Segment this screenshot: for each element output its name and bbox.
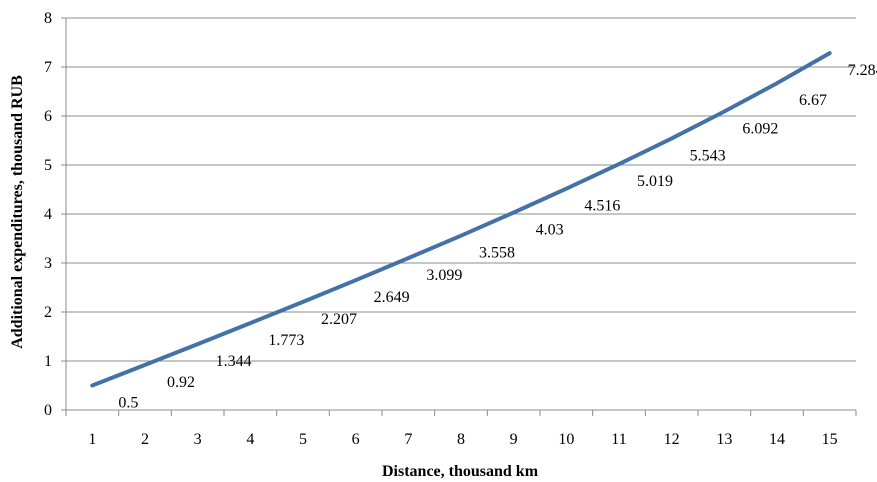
x-tick-label: 12 [664, 431, 680, 448]
series-line [90, 51, 832, 388]
x-tick-label: 15 [822, 431, 838, 448]
x-tick-label: 14 [769, 431, 785, 448]
data-label: 7.284 [848, 62, 877, 79]
x-tick-label: 4 [246, 431, 254, 448]
data-label: 3.558 [479, 245, 515, 262]
data-label: 2.207 [321, 311, 357, 328]
data-label: 1.773 [268, 332, 304, 349]
y-tick-label: 3 [44, 255, 52, 272]
x-tick-label: 7 [404, 431, 412, 448]
data-label: 4.03 [536, 222, 564, 239]
y-tick-label: 2 [44, 304, 52, 321]
data-label: 5.019 [637, 173, 673, 190]
data-label: 0.5 [118, 395, 138, 412]
x-tick-labels: 1 2 3 4 5 6 7 8 9 10 11 12 13 14 15 [88, 431, 837, 448]
x-tick-label: 11 [611, 431, 626, 448]
data-label: 6.67 [799, 92, 827, 109]
y-tick-label: 7 [44, 59, 52, 76]
data-label: 6.092 [742, 120, 778, 137]
x-tick-label: 8 [457, 431, 465, 448]
x-axis-title: Distance, thousand km [382, 463, 539, 480]
x-tick-label: 1 [88, 431, 96, 448]
axes [61, 17, 857, 416]
x-tick-label: 3 [194, 431, 202, 448]
y-tick-label: 6 [44, 108, 52, 125]
gridlines [66, 17, 856, 362]
x-tick-label: 10 [558, 431, 574, 448]
x-tick-label: 5 [299, 431, 307, 448]
data-labels: 0.5 0.92 1.344 1.773 2.207 2.649 3.099 3.558 4.0… [118, 62, 877, 411]
x-tick-label: 6 [352, 431, 360, 448]
y-tick-label: 5 [44, 157, 52, 174]
x-tick-label: 13 [716, 431, 732, 448]
y-axis-title: Additional expenditures, thousand RUB [9, 75, 26, 349]
data-label: 4.516 [584, 198, 620, 215]
y-tick-label: 4 [44, 206, 52, 223]
data-label: 5.543 [690, 147, 726, 164]
y-tick-label: 1 [44, 353, 52, 370]
data-label: 3.099 [426, 267, 462, 284]
y-tick-labels: 0 1 2 3 4 5 6 7 8 [44, 10, 52, 419]
data-label: 1.344 [216, 353, 252, 370]
x-tick-label: 2 [141, 431, 149, 448]
series [90, 51, 832, 388]
x-tick-label: 9 [510, 431, 518, 448]
data-label: 0.92 [167, 374, 195, 391]
data-label: 2.649 [374, 289, 410, 306]
y-tick-label: 8 [44, 10, 52, 27]
y-tick-label: 0 [44, 402, 52, 419]
